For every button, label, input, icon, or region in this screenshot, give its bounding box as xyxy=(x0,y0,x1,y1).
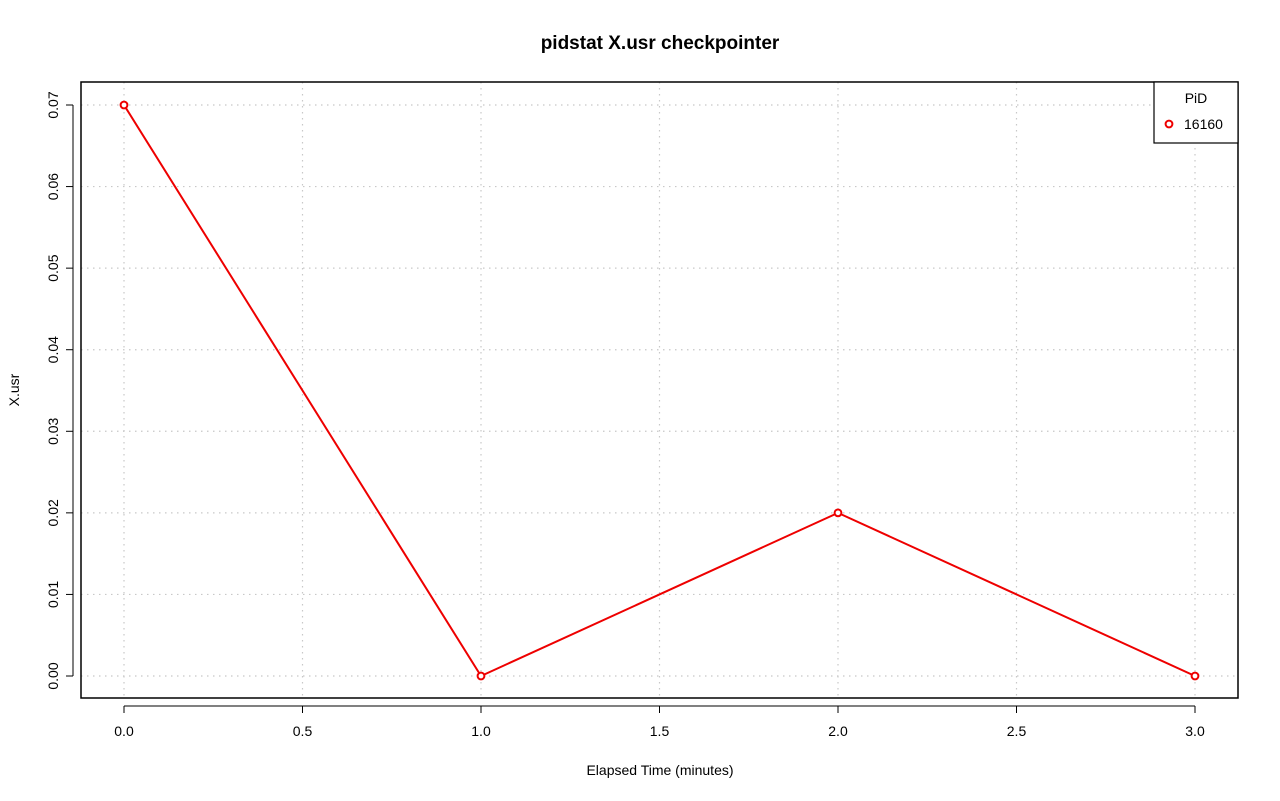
x-tick-label-1: 0.5 xyxy=(293,723,313,739)
data-point-16160-1 xyxy=(476,671,486,681)
chart-title: pidstat X.usr checkpointer xyxy=(541,33,780,54)
y-tick-label-4: 0.04 xyxy=(45,336,61,363)
grid xyxy=(81,82,1238,698)
x-tick-label-6: 3.0 xyxy=(1185,723,1205,739)
data-point-16160-3 xyxy=(1190,671,1200,681)
y-tick-label-5: 0.05 xyxy=(45,254,61,281)
y-tick-label-7: 0.07 xyxy=(45,91,61,118)
y-tick-label-0: 0.00 xyxy=(45,662,61,689)
x-tick-label-5: 2.5 xyxy=(1007,723,1027,739)
x-tick-label-2: 1.0 xyxy=(471,723,491,739)
legend-title: PiD xyxy=(1185,90,1208,106)
x-tick-label-4: 2.0 xyxy=(828,723,848,739)
y-tick-label-1: 0.01 xyxy=(45,581,61,608)
series-layer xyxy=(119,100,1200,681)
x-tick-label-3: 1.5 xyxy=(650,723,670,739)
x-tick-label-0: 0.0 xyxy=(114,723,134,739)
y-tick-label-6: 0.06 xyxy=(45,173,61,200)
legend: PiD 16160 xyxy=(1153,81,1239,144)
x-axis: 0.0 0.5 1.0 1.5 2.0 2.5 3.0 xyxy=(114,705,1205,739)
legend-marker-16160 xyxy=(1164,119,1174,129)
plot-frame xyxy=(80,81,1239,699)
y-axis: 0.00 0.01 0.02 0.03 0.04 0.05 0.06 0.07 xyxy=(45,91,74,690)
legend-box xyxy=(1153,81,1239,144)
y-tick-label-3: 0.03 xyxy=(45,417,61,444)
y-tick-label-2: 0.02 xyxy=(45,499,61,526)
legend-entry-16160: 16160 xyxy=(1184,116,1223,132)
y-axis-label: X.usr xyxy=(6,373,22,406)
data-point-16160-0 xyxy=(119,100,129,110)
series-line-16160 xyxy=(123,104,1196,677)
x-axis-label: Elapsed Time (minutes) xyxy=(586,762,733,778)
data-point-16160-2 xyxy=(833,508,843,518)
